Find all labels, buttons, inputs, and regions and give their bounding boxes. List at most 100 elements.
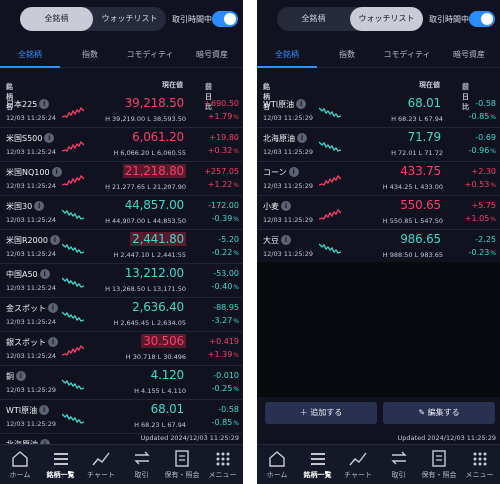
chart-icon <box>349 452 367 466</box>
percent-value: +1.22 <box>207 180 233 189</box>
info-icon[interactable]: i <box>39 99 50 109</box>
tab-all[interactable]: 全銘柄 <box>0 44 60 68</box>
symbol-name: 米国S500 i <box>6 133 55 144</box>
list-item[interactable]: 米国R2000 i 12/03 11:25:24 2,441.80 H 2,447.10… <box>0 230 243 264</box>
info-icon[interactable]: i <box>281 235 291 245</box>
tab-index[interactable]: 指数 <box>339 50 355 59</box>
list-item[interactable]: 金スポット i 12/03 11:25:24 2,636.40 H 2,645.45 L… <box>0 298 243 332</box>
nav-item-portfolio[interactable]: 保有・照会 <box>419 445 459 484</box>
info-icon[interactable]: i <box>39 269 50 279</box>
high-low-range: H 72.01 L 71.72 <box>391 149 443 157</box>
symbol-name: WTI原油 i <box>6 405 50 416</box>
column-price: 現在値 <box>162 81 183 89</box>
segment-all-symbols[interactable]: 全銘柄 <box>20 7 93 31</box>
quote-time: 12/03 11:25:29 <box>263 250 313 258</box>
trading-hours-toggle[interactable] <box>212 11 238 27</box>
current-price: 21,218.80 <box>122 164 186 178</box>
info-icon[interactable]: i <box>39 405 50 415</box>
quote-time: 12/03 11:25:29 <box>263 114 313 122</box>
info-icon[interactable]: i <box>297 133 307 143</box>
tab-commodity[interactable]: コモディティ <box>383 50 431 59</box>
nav-item-list[interactable]: 銘柄一覧 <box>41 445 81 484</box>
add-button[interactable]: ＋ 追加する <box>265 402 377 424</box>
info-icon[interactable]: i <box>34 201 45 211</box>
nav-item-home[interactable]: ホーム <box>0 445 40 484</box>
nav-label: チャート <box>344 471 372 479</box>
high-low-range: H 44,907.00 L 44,853.50 <box>105 217 186 225</box>
list-item[interactable]: 中国A50 i 12/03 11:25:24 13,212.00 H 13,268.50… <box>0 264 243 298</box>
symbol-name-text: 金スポット <box>6 304 46 313</box>
low-value: L 67.94 <box>161 421 186 429</box>
nav-item-chart[interactable]: チャート <box>338 445 378 484</box>
segment-all-symbols[interactable]: 全銘柄 <box>301 14 326 23</box>
view-segment-control: 全銘柄 ウォッチリスト <box>277 7 423 31</box>
nav-label: 保有・照会 <box>421 471 457 479</box>
segment-watchlist[interactable]: ウォッチリスト <box>101 14 158 23</box>
nav-item-trade[interactable]: 取引 <box>379 445 419 484</box>
nav-item-list[interactable]: 銘柄一覧 <box>298 445 338 484</box>
current-price: 68.01 <box>150 402 185 416</box>
sparkline-path <box>319 243 341 254</box>
list-item[interactable]: 北海原油 i 12/03 11:25:29 71.79 H 72.01 L 71.72 -… <box>257 128 500 162</box>
high-value: H 21,277.65 <box>105 183 146 191</box>
sparkline-path <box>62 379 84 390</box>
price-change: +690.50 <box>204 99 239 108</box>
symbol-name-text: コーン <box>263 168 287 177</box>
list-item[interactable]: 日本225 i 12/03 11:25:24 39,218.50 H 39,219.00… <box>0 94 243 128</box>
nav-label: チャート <box>87 471 115 479</box>
list-item[interactable]: 小麦 i 12/03 11:25:29 550.65 H 550.85 L 547.50… <box>257 196 500 230</box>
nav-item-chart[interactable]: チャート <box>81 445 121 484</box>
list-item[interactable]: 銀スポット i 12/03 11:25:24 30.506 H 30.718 L 30.… <box>0 332 243 366</box>
tab-crypto[interactable]: 暗号資産 <box>453 50 485 59</box>
price-change: -0.69 <box>475 133 496 142</box>
sparkline-chart <box>62 344 84 356</box>
info-icon[interactable]: i <box>49 235 60 245</box>
list-item[interactable]: 銅 i 12/03 11:25:29 4.120 H 4.155 L 4.110 -0.0… <box>0 366 243 400</box>
trading-hours-toggle[interactable] <box>469 11 495 27</box>
view-segment-control: 全銘柄 ウォッチリスト <box>20 7 166 31</box>
high-value: H 39,219.00 <box>105 115 146 123</box>
sparkline-chart <box>62 379 84 390</box>
price-change: +5.75 <box>471 201 496 210</box>
nav-item-menu[interactable]: メニュー <box>460 445 500 484</box>
percent-value: +1.39 <box>207 350 233 359</box>
info-icon[interactable]: i <box>296 99 307 109</box>
list-item[interactable]: 米国30 i 12/03 11:25:24 44,857.00 H 44,907.00 … <box>0 196 243 230</box>
low-value: L 547.50 <box>414 217 443 225</box>
info-icon[interactable]: i <box>16 371 26 381</box>
info-icon[interactable]: i <box>48 303 58 313</box>
symbol-name: 小麦 i <box>263 201 291 212</box>
nav-item-menu[interactable]: メニュー <box>203 445 243 484</box>
info-icon[interactable]: i <box>51 167 62 177</box>
list-item[interactable]: 大豆 i 12/03 11:25:29 986.65 H 988.50 L 983.65… <box>257 230 500 264</box>
tab-index[interactable]: 指数 <box>82 50 98 59</box>
list-item[interactable]: WTI原油 i 12/03 11:25:29 68.01 H 68.23 L 67.94… <box>0 400 243 434</box>
info-icon[interactable]: i <box>288 167 299 177</box>
tab-crypto[interactable]: 暗号資産 <box>196 50 228 59</box>
symbol-name-text: 米国NQ100 <box>6 168 50 177</box>
nav-item-portfolio[interactable]: 保有・照会 <box>162 445 202 484</box>
percent-change: -0.96% <box>469 146 496 155</box>
nav-label: メニュー <box>465 471 494 479</box>
tab-all[interactable]: 全銘柄 <box>257 44 317 68</box>
symbol-name-text: 日本225 <box>6 100 38 109</box>
list-item[interactable]: コーン i 12/03 11:25:29 433.75 H 434.25 L 433.0… <box>257 162 500 196</box>
sort-icon: ⇅ <box>206 82 212 89</box>
list-item[interactable]: WTI原油 i 12/03 11:25:29 68.01 H 68.23 L 67.94… <box>257 94 500 128</box>
list-item[interactable]: 米国NQ100 i 12/03 11:25:24 21,218.80 H 21,277.… <box>0 162 243 196</box>
edit-button[interactable]: ✎ 編集する <box>383 402 495 424</box>
symbol-name-text: 銅 <box>6 372 14 381</box>
nav-item-trade[interactable]: 取引 <box>122 445 162 484</box>
sparkline-path <box>62 344 84 356</box>
tab-commodity[interactable]: コモディティ <box>126 50 174 59</box>
symbol-name: 金スポット i <box>6 303 58 314</box>
info-icon[interactable]: i <box>281 201 291 211</box>
symbol-name: 米国R2000 i <box>6 235 60 246</box>
segment-watchlist[interactable]: ウォッチリスト <box>350 7 423 31</box>
high-value: H 6,066.20 <box>113 149 150 157</box>
info-icon[interactable]: i <box>44 133 55 143</box>
nav-item-home[interactable]: ホーム <box>257 445 297 484</box>
info-icon[interactable]: i <box>48 337 58 347</box>
price-change: -53.00 <box>213 269 239 278</box>
list-item[interactable]: 米国S500 i 12/03 11:25:24 6,061.20 H 6,066.20 … <box>0 128 243 162</box>
